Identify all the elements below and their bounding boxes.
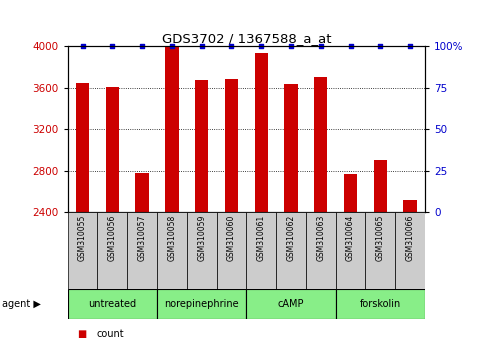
Bar bbox=[225, 79, 238, 212]
Point bbox=[347, 43, 355, 49]
Text: GSM310064: GSM310064 bbox=[346, 215, 355, 261]
Text: forskolin: forskolin bbox=[360, 298, 401, 309]
Text: GSM310056: GSM310056 bbox=[108, 215, 117, 261]
Point bbox=[377, 43, 384, 49]
Bar bbox=[276, 212, 306, 289]
Text: untreated: untreated bbox=[88, 298, 136, 309]
Bar bbox=[68, 212, 98, 289]
Point bbox=[198, 43, 206, 49]
Bar bbox=[395, 212, 425, 289]
Text: cAMP: cAMP bbox=[278, 298, 304, 309]
Text: ■: ■ bbox=[77, 329, 86, 339]
Point bbox=[257, 43, 265, 49]
Text: GSM310063: GSM310063 bbox=[316, 215, 325, 261]
Text: GSM310062: GSM310062 bbox=[286, 215, 296, 261]
Text: GSM310057: GSM310057 bbox=[138, 215, 146, 261]
Bar bbox=[246, 212, 276, 289]
Bar bbox=[157, 289, 246, 319]
Bar bbox=[187, 212, 216, 289]
Point bbox=[227, 43, 235, 49]
Bar bbox=[135, 173, 149, 212]
Text: GSM310065: GSM310065 bbox=[376, 215, 385, 261]
Bar bbox=[246, 289, 336, 319]
Bar bbox=[314, 77, 327, 212]
Title: GDS3702 / 1367588_a_at: GDS3702 / 1367588_a_at bbox=[162, 32, 331, 45]
Bar bbox=[336, 212, 366, 289]
Bar bbox=[98, 212, 127, 289]
Bar bbox=[127, 212, 157, 289]
Bar bbox=[284, 85, 298, 212]
Bar bbox=[68, 289, 157, 319]
Bar bbox=[255, 53, 268, 212]
Point bbox=[287, 43, 295, 49]
Bar bbox=[374, 160, 387, 212]
Bar bbox=[366, 212, 395, 289]
Bar bbox=[76, 84, 89, 212]
Point bbox=[168, 43, 176, 49]
Bar bbox=[106, 87, 119, 212]
Text: GSM310060: GSM310060 bbox=[227, 215, 236, 261]
Bar bbox=[216, 212, 246, 289]
Point bbox=[109, 43, 116, 49]
Point bbox=[138, 43, 146, 49]
Bar bbox=[195, 80, 208, 212]
Text: norepinephrine: norepinephrine bbox=[164, 298, 239, 309]
Point bbox=[317, 43, 325, 49]
Bar bbox=[157, 212, 187, 289]
Text: GSM310055: GSM310055 bbox=[78, 215, 87, 261]
Bar bbox=[165, 47, 179, 212]
Point bbox=[406, 43, 414, 49]
Bar bbox=[403, 200, 417, 212]
Text: GSM310061: GSM310061 bbox=[257, 215, 266, 261]
Bar bbox=[336, 289, 425, 319]
Text: GSM310059: GSM310059 bbox=[197, 215, 206, 261]
Point bbox=[79, 43, 86, 49]
Bar bbox=[344, 174, 357, 212]
Text: count: count bbox=[97, 329, 124, 339]
Text: GSM310066: GSM310066 bbox=[406, 215, 414, 261]
Bar bbox=[306, 212, 336, 289]
Text: GSM310058: GSM310058 bbox=[168, 215, 176, 261]
Text: agent ▶: agent ▶ bbox=[2, 298, 41, 309]
